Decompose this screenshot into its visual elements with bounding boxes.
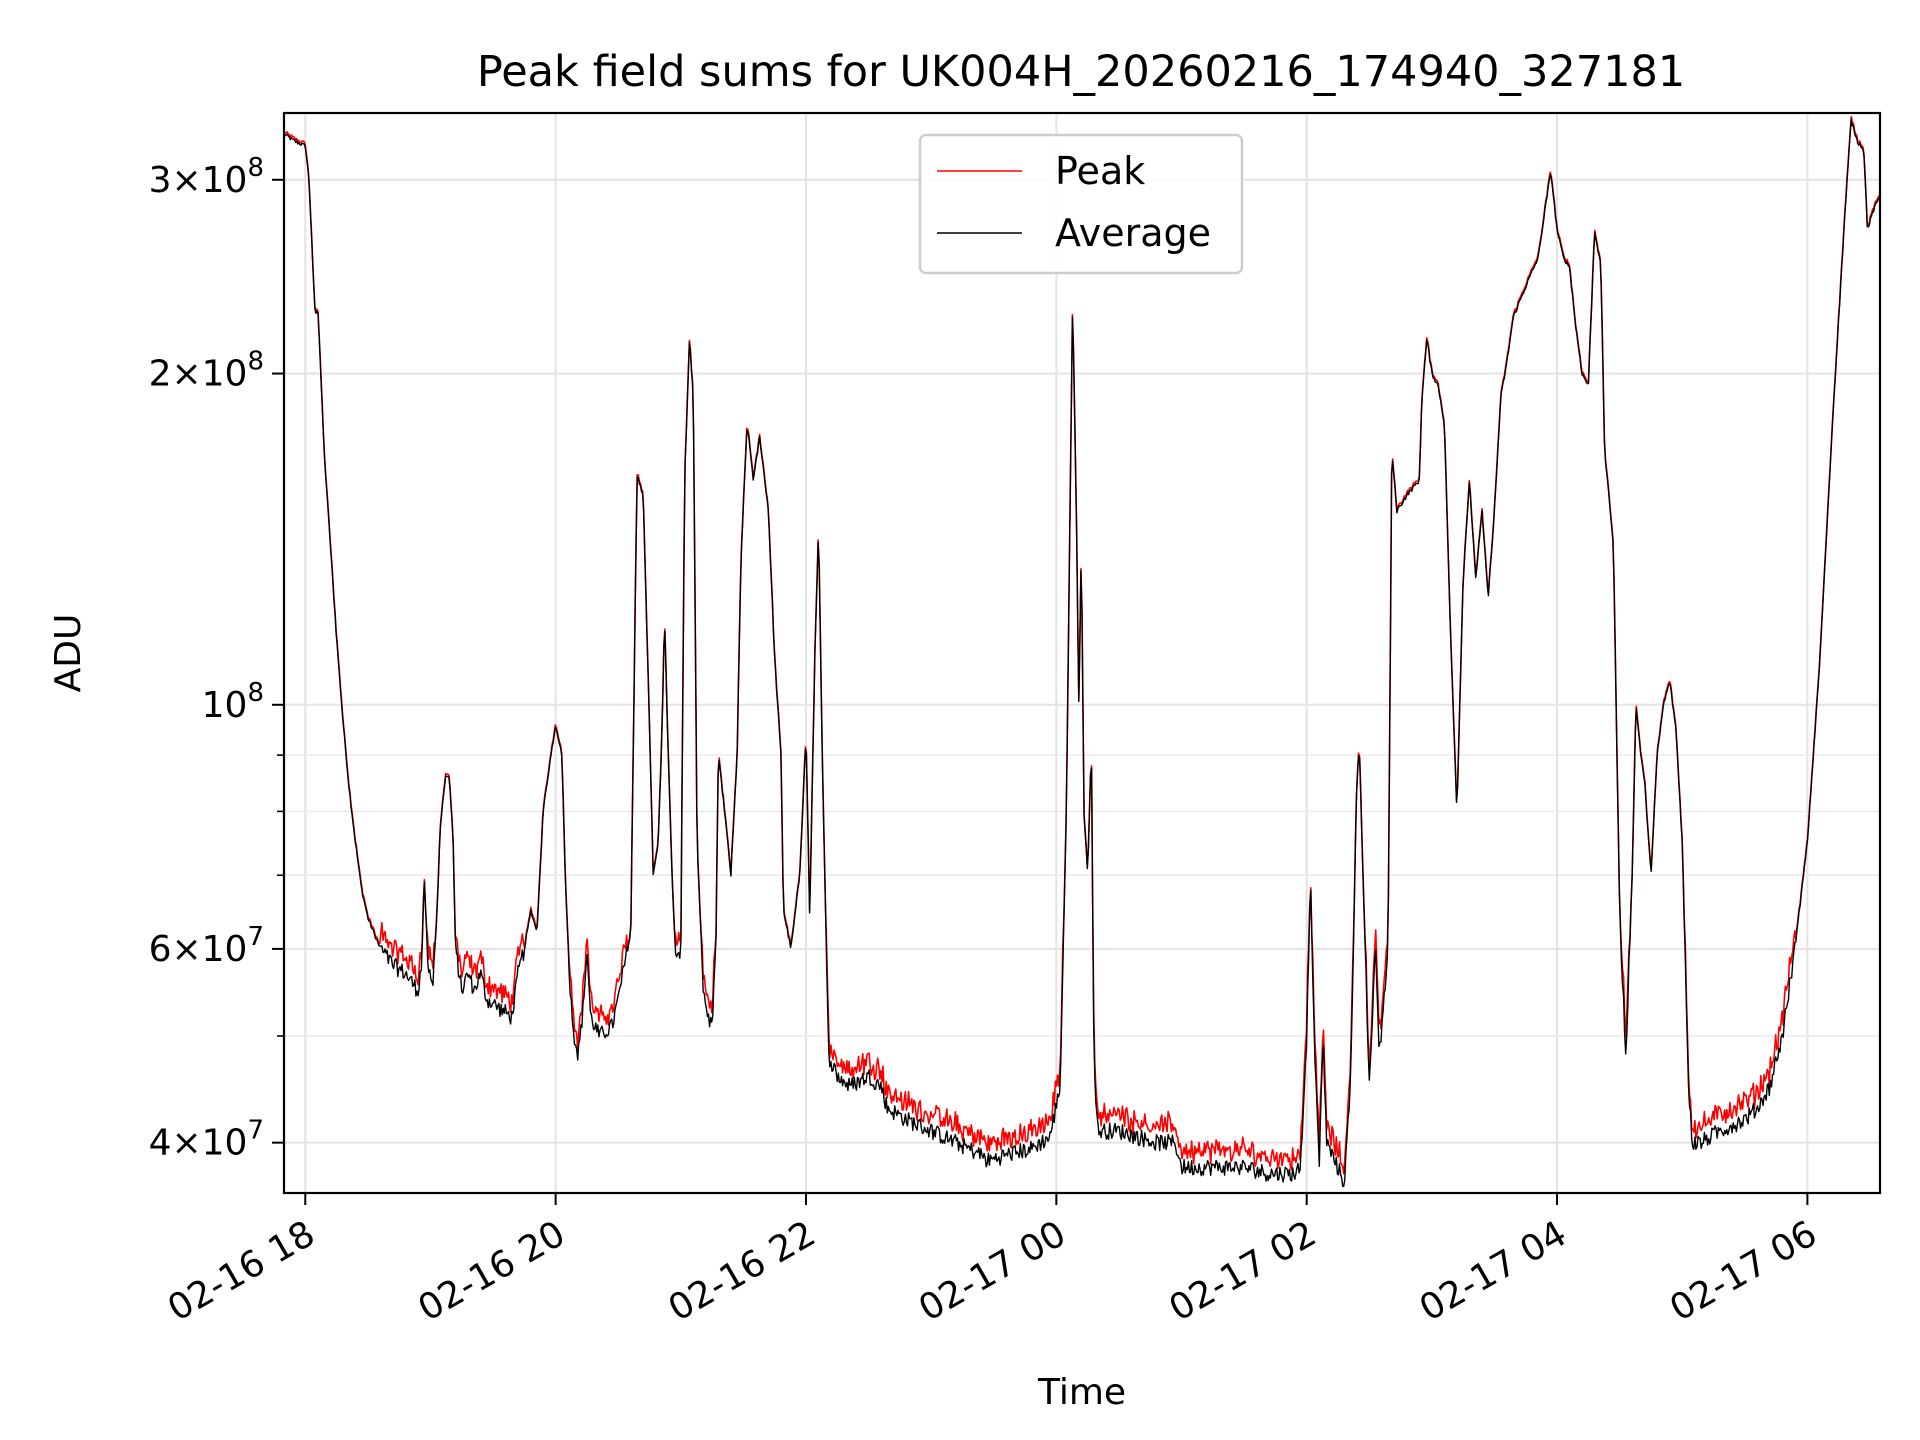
grid-layer	[284, 113, 1880, 1193]
x-axis-title: Time	[1037, 1372, 1126, 1413]
series-line-average	[283, 118, 1881, 1188]
y-tick-label-1: 6×107	[149, 922, 264, 970]
series-layer	[283, 115, 1881, 1188]
plot-frame	[282, 111, 1882, 1195]
chart-title: Peak field sums for UK004H_20260216_1749…	[477, 47, 1685, 97]
y-axis-title: ADU	[48, 614, 89, 693]
legend-box	[918, 133, 1244, 275]
y-tick-label-2: 108	[202, 678, 264, 726]
legend-label-peak: Peak	[1055, 149, 1145, 193]
y-tick-label-4: 3×108	[149, 153, 264, 201]
y-tick-label-3: 2×108	[149, 347, 264, 395]
y-tick-label-0: 4×107	[149, 1116, 264, 1164]
legend-label-average: Average	[1055, 211, 1211, 255]
legend: Peak Average	[918, 133, 1244, 275]
